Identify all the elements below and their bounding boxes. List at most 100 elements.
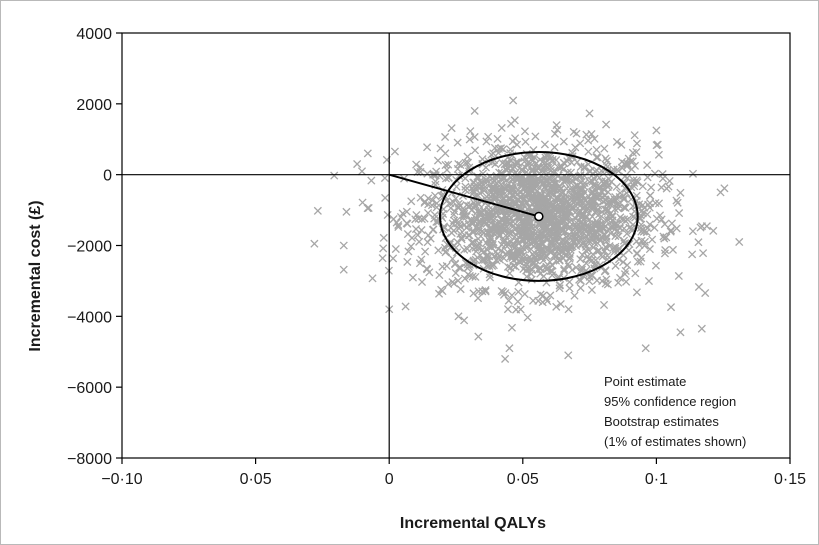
bootstrap-point [420, 214, 429, 223]
bootstrap-point [504, 296, 513, 305]
bootstrap-point [368, 274, 377, 283]
bootstrap-point [339, 265, 348, 274]
bootstrap-point [632, 147, 641, 157]
bootstrap-point [622, 162, 631, 171]
bootstrap-point [444, 279, 453, 289]
bootstrap-point [528, 249, 537, 258]
bootstrap-point [587, 129, 596, 139]
bootstrap-point [501, 213, 510, 222]
bootstrap-point [465, 231, 474, 240]
y-tick-label: 0 [103, 168, 112, 185]
bootstrap-point [505, 219, 514, 228]
bootstrap-point [525, 215, 534, 224]
bootstrap-point [513, 140, 522, 149]
bootstrap-point [423, 143, 432, 152]
bootstrap-point [499, 145, 508, 154]
bootstrap-point [575, 226, 584, 235]
bootstrap-point [662, 233, 671, 242]
bootstrap-point [380, 173, 389, 183]
bootstrap-point [482, 261, 492, 271]
legend-entry-note: (1% of estimates shown) [604, 434, 746, 449]
y-tick-label: −2000 [67, 239, 112, 256]
y-tick-label: 4000 [76, 26, 112, 43]
bootstrap-point [552, 302, 561, 311]
bootstrap-point [523, 184, 532, 193]
bootstrap-point [527, 160, 537, 169]
bootstrap-point [645, 220, 654, 229]
bootstrap-point [512, 305, 521, 314]
bootstrap-point [563, 259, 573, 269]
bootstrap-point [551, 256, 561, 265]
bootstrap-point [487, 243, 496, 252]
bootstrap-point [617, 215, 626, 224]
bootstrap-point [601, 216, 610, 225]
bootstrap-point [488, 259, 497, 268]
bootstrap-point [342, 207, 351, 216]
bootstrap-point [579, 182, 588, 191]
bootstrap-point [470, 106, 479, 115]
bootstrap-point [657, 215, 666, 224]
bootstrap-point [313, 206, 322, 215]
bootstrap-point [547, 240, 556, 249]
bootstrap-point [545, 218, 554, 227]
bootstrap-point [568, 265, 577, 274]
bootstrap-point [550, 129, 560, 138]
bootstrap-point [603, 182, 612, 192]
bootstrap-point [447, 124, 456, 133]
bootstrap-point [521, 137, 530, 146]
bootstrap-point [487, 150, 496, 159]
bootstrap-point [601, 196, 610, 205]
bootstrap-point [556, 205, 565, 215]
bootstrap-point [363, 149, 372, 158]
bootstrap-point [635, 240, 644, 250]
bootstrap-point [501, 354, 510, 363]
bootstrap-point [449, 198, 458, 207]
bootstrap-point [536, 264, 545, 274]
bootstrap-point [453, 216, 462, 225]
bootstrap-point [668, 245, 678, 254]
bootstrap-point [379, 233, 388, 242]
x-tick-label: 0·05 [507, 471, 539, 488]
bootstrap-point [475, 189, 485, 198]
bootstrap-point [441, 160, 450, 170]
bootstrap-point [572, 129, 581, 138]
bootstrap-point [412, 210, 421, 220]
bootstrap-point [596, 213, 605, 222]
bootstrap-point [469, 289, 478, 298]
bootstrap-point [474, 332, 483, 341]
bootstrap-point [548, 181, 557, 190]
bootstrap-point [622, 277, 631, 286]
bootstrap-point [616, 273, 625, 282]
bootstrap-point [611, 261, 620, 270]
bootstrap-point [522, 199, 531, 208]
bootstrap-point [550, 166, 559, 175]
confidence-ellipse [438, 151, 639, 282]
bootstrap-point [461, 182, 470, 191]
bootstrap-point [561, 191, 570, 200]
bootstrap-point [406, 242, 416, 251]
bootstrap-point [559, 247, 568, 256]
bootstrap-point [527, 245, 536, 254]
bootstrap-point [627, 165, 636, 174]
bootstrap-point [468, 272, 477, 281]
bootstrap-point [506, 263, 515, 272]
bootstrap-point [571, 232, 580, 241]
bootstrap-point [520, 127, 530, 136]
bootstrap-point [601, 279, 610, 288]
bootstrap-point [510, 250, 519, 259]
bootstrap-point [412, 160, 421, 169]
bootstrap-point [557, 206, 566, 215]
bootstrap-point [709, 226, 718, 235]
bootstrap-point [595, 183, 604, 192]
bootstrap-point [534, 204, 543, 213]
bootstrap-point [590, 239, 599, 248]
bootstrap-point [565, 277, 574, 286]
bootstrap-point [497, 240, 506, 249]
bootstrap-point [481, 285, 490, 295]
bootstrap-point [491, 188, 500, 197]
bootstrap-point [555, 284, 564, 293]
bootstrap-point [642, 228, 651, 237]
bootstrap-point [562, 197, 571, 206]
bootstrap-point [484, 132, 493, 141]
bootstrap-point [595, 246, 604, 255]
